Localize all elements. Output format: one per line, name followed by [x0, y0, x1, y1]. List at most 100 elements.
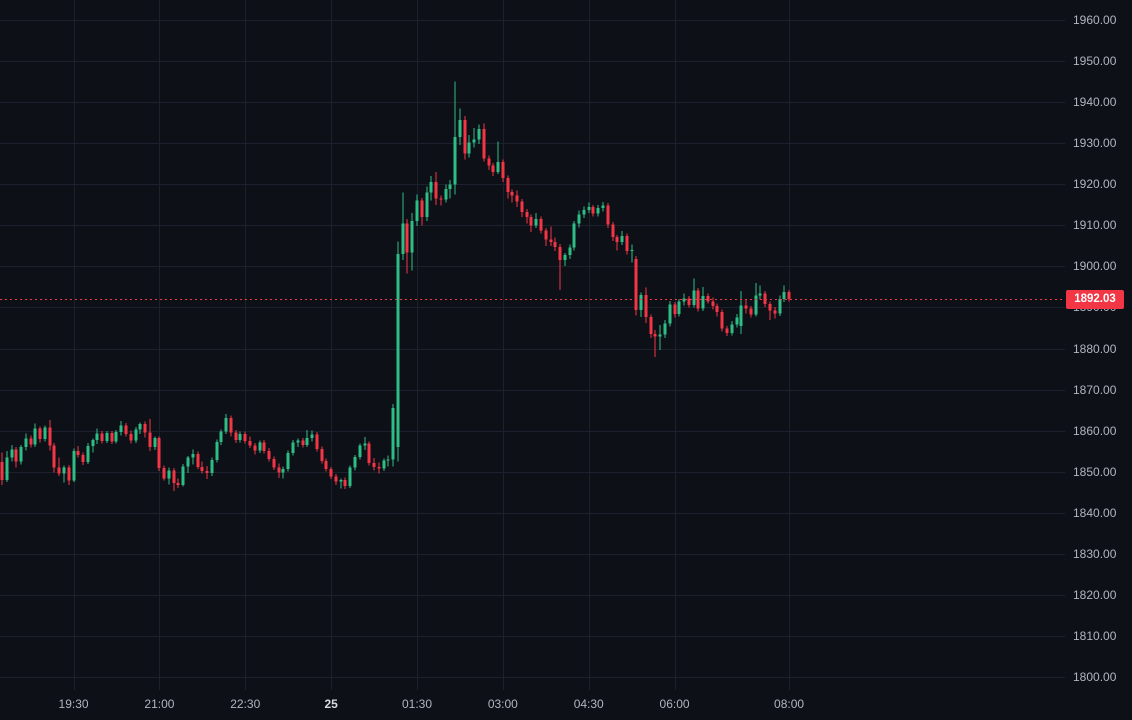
- time-axis-label: 03:00: [487, 697, 518, 711]
- candle: [119, 420, 123, 436]
- candle-body: [401, 223, 405, 255]
- candle: [86, 442, 90, 464]
- candle-body: [735, 317, 739, 325]
- candle-body: [782, 292, 786, 299]
- price-axis[interactable]: 1960.00 1950.00 1940.00 1930.00 1920.00 1910.…: [1065, 0, 1132, 690]
- candle: [57, 457, 61, 477]
- candle-series: [0, 81, 791, 491]
- last-price-badge: 1892.03: [1066, 289, 1124, 309]
- candle-body: [363, 443, 367, 446]
- candle: [391, 403, 395, 467]
- candle: [334, 474, 338, 486]
- candle-body: [10, 449, 14, 458]
- candle: [67, 465, 71, 486]
- price-axis-label: 1900.00: [1073, 259, 1117, 274]
- candle: [210, 457, 214, 477]
- candle-body: [234, 432, 238, 441]
- candle: [448, 180, 452, 199]
- candle: [100, 431, 104, 444]
- candle-body: [5, 457, 9, 480]
- candle-body: [477, 128, 481, 140]
- candle: [224, 413, 228, 434]
- candle: [114, 430, 118, 444]
- candle-body: [444, 188, 448, 200]
- candle-body: [630, 249, 634, 252]
- candle-body: [310, 434, 314, 439]
- candle-body: [773, 310, 777, 314]
- candle: [138, 422, 142, 434]
- candle-body: [262, 442, 266, 452]
- price-axis-label: 1880.00: [1073, 341, 1117, 356]
- time-axis-label: 06:00: [659, 697, 690, 711]
- candle-body: [472, 139, 476, 143]
- candle: [682, 293, 686, 306]
- candle-body: [730, 324, 734, 333]
- candle-body: [296, 440, 300, 443]
- candle-body: [701, 295, 705, 309]
- candle-body: [219, 431, 223, 443]
- price-axis-label: 1930.00: [1073, 136, 1117, 151]
- candle: [696, 288, 700, 312]
- candle: [234, 430, 238, 443]
- candle-body: [391, 408, 395, 460]
- candle: [715, 303, 719, 317]
- candle: [367, 441, 371, 466]
- candle: [110, 431, 114, 445]
- candle: [520, 199, 524, 218]
- candle-body: [19, 447, 23, 462]
- candle-body: [448, 184, 452, 189]
- candle-body: [453, 137, 457, 185]
- chart-canvas[interactable]: [0, 0, 1065, 690]
- candle: [296, 438, 300, 448]
- candle-body: [706, 295, 710, 302]
- candle: [787, 290, 791, 302]
- candle-body: [763, 293, 767, 305]
- candle: [639, 292, 643, 317]
- candle-body: [572, 223, 576, 248]
- candle-body: [238, 433, 242, 441]
- price-axis-label: 1950.00: [1073, 54, 1117, 69]
- candle: [62, 465, 66, 483]
- candle: [277, 463, 281, 478]
- candle-body: [186, 457, 190, 467]
- candle-body: [167, 470, 171, 479]
- candle: [219, 429, 223, 445]
- price-axis-label: 1940.00: [1073, 95, 1117, 110]
- candle-body: [420, 200, 424, 218]
- candle-body: [52, 445, 56, 468]
- candle: [33, 423, 37, 448]
- candle-body: [324, 461, 328, 470]
- candle-body: [553, 242, 557, 248]
- candle-body: [272, 458, 276, 468]
- candle-body: [487, 158, 491, 166]
- candle: [148, 419, 152, 452]
- candle-body: [243, 433, 247, 441]
- candle-body: [520, 201, 524, 213]
- candle-body: [582, 210, 586, 215]
- candle: [630, 244, 634, 263]
- candle: [601, 201, 605, 212]
- candle-body: [24, 438, 28, 448]
- candle: [482, 123, 486, 162]
- candle-body: [577, 214, 581, 224]
- candle: [739, 291, 743, 335]
- candle: [539, 216, 543, 234]
- candle-body: [119, 425, 123, 432]
- candle: [525, 208, 529, 224]
- candle: [487, 155, 491, 170]
- candle: [129, 430, 133, 444]
- price-axis-label: 1820.00: [1073, 587, 1117, 602]
- time-axis-label: 22:30: [230, 697, 261, 711]
- candle-body: [587, 207, 591, 211]
- candle: [324, 458, 328, 472]
- candle: [363, 437, 367, 450]
- candle: [768, 301, 772, 321]
- price-axis-label: 1800.00: [1073, 670, 1117, 684]
- candle-body: [439, 198, 443, 200]
- candle: [52, 442, 56, 473]
- candle: [410, 212, 414, 271]
- time-axis[interactable]: 19:30 21:00 22:30 25 01:30 03:00 04:30 06:00 08:…: [0, 690, 1065, 720]
- candle: [615, 234, 619, 251]
- candle-body: [176, 483, 180, 485]
- candle: [415, 194, 419, 227]
